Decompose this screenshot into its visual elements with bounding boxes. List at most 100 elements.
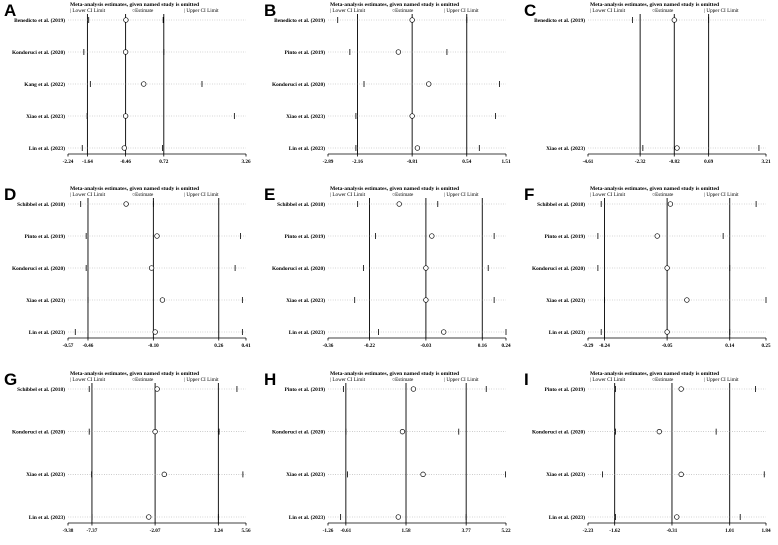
study-estimate-point [664, 265, 670, 271]
panel-e: E Meta-analysis estimates, given named st… [264, 185, 511, 349]
study-row: Xiao et al. (2023) [546, 297, 767, 304]
study-row: Lin et al. (2023) [289, 145, 506, 152]
study-label: Kondoruci et al. (2020) [272, 81, 325, 88]
study-row: Xiao et al. (2023) [26, 113, 246, 120]
x-tick-label: 1.51 [501, 159, 510, 165]
study-label: Kondoruci et al. (2020) [272, 265, 325, 272]
study-estimate-point [667, 201, 674, 207]
panel-g: G Meta-analysis estimates, given named st… [4, 370, 251, 534]
study-label: Lin et al. (2023) [29, 329, 65, 336]
panel-i: I Meta-analysis estimates, given named st… [524, 370, 771, 534]
x-tick-label: -0.36 [323, 343, 334, 349]
study-label: Lin et al. (2023) [549, 329, 585, 336]
study-row: Benedicto et al. (2019) [274, 17, 506, 24]
study-estimate-point [664, 329, 670, 335]
study-estimate-point [122, 113, 129, 119]
panel-h: H Meta-analysis estimates, given named st… [264, 370, 511, 534]
x-tick-label: 3.77 [462, 528, 471, 534]
legend-lower: | Lower CI Limit [590, 377, 626, 383]
x-tick-label: 0.69 [704, 159, 713, 165]
study-row: Lin et al. (2023) [29, 145, 246, 152]
legend-estimate: ○Estimate [132, 8, 154, 14]
study-label: Lin et al. (2023) [29, 514, 65, 521]
x-tick-label: -0.31 [667, 528, 678, 534]
study-row: Xiao et al. (2023) [286, 297, 506, 304]
study-row: Xiao et al. (2023) [546, 471, 766, 478]
x-tick-label: 5.56 [241, 528, 250, 534]
legend-estimate: ○Estimate [132, 192, 154, 198]
study-estimate-point [159, 297, 166, 303]
x-tick-label: -2.07 [150, 528, 161, 534]
study-estimate-point [420, 471, 426, 477]
x-tick-label: -0.57 [63, 343, 74, 349]
legend-estimate: ○Estimate [392, 377, 414, 383]
panel-letter: I [524, 370, 529, 389]
study-label: Pinto et al. (2019) [545, 386, 586, 393]
study-label: Lin et al. (2023) [289, 514, 325, 521]
study-row: Lin et al. (2023) [549, 514, 766, 521]
study-label: Benedicto et al. (2019) [274, 17, 325, 24]
study-label: Xiao et al. (2023) [546, 145, 585, 152]
legend-lower: | Lower CI Limit [70, 377, 106, 383]
study-row: Kondoruci et al. (2020) [12, 265, 246, 272]
panel-title: Meta-analysis estimates, given named stu… [70, 186, 200, 192]
study-estimate-point [429, 233, 435, 239]
study-label: Lin et al. (2023) [289, 145, 325, 152]
study-row: Pinto et al. (2019) [285, 233, 506, 240]
x-tick-label: 0.41 [241, 343, 250, 349]
x-tick-label: -0.61 [340, 528, 351, 534]
study-label: Xiao et al. (2023) [26, 113, 65, 120]
legend-lower: | Lower CI Limit [330, 8, 366, 14]
panel-letter: A [4, 1, 16, 20]
study-estimate-point [674, 145, 680, 151]
panel-title: Meta-analysis estimates, given named stu… [330, 186, 460, 192]
study-estimate-point [656, 429, 662, 435]
x-tick-label: -0.24 [599, 343, 610, 349]
legend-lower: | Lower CI Limit [330, 377, 366, 383]
study-row: Schibbel et al. (2018) [537, 201, 766, 208]
study-row: Kondoruci et al. (2020) [272, 81, 506, 88]
legend-upper: | Upper CI Limit [444, 8, 479, 14]
study-label: Schibbel et al. (2018) [17, 386, 65, 393]
panel-title: Meta-analysis estimates, given named stu… [70, 371, 200, 377]
x-tick-label: 3.24 [214, 528, 223, 534]
legend-upper: | Upper CI Limit [444, 192, 479, 198]
x-tick-label: -2.16 [352, 159, 363, 165]
panel-title: Meta-analysis estimates, given named stu… [70, 2, 200, 8]
panel-a: A Meta-analysis estimates, given named st… [4, 1, 251, 165]
panel-title: Meta-analysis estimates, given named stu… [330, 371, 460, 377]
legend-estimate: ○Estimate [132, 377, 154, 383]
study-estimate-point [152, 329, 158, 335]
legend-upper: | Upper CI Limit [184, 8, 219, 14]
panel-letter: E [264, 185, 275, 204]
study-estimate-point [146, 514, 152, 520]
study-estimate-point [409, 113, 415, 119]
x-tick-label: -0.22 [364, 343, 375, 349]
study-estimate-point [654, 233, 660, 239]
x-tick-label: -0.46 [120, 159, 131, 165]
study-label: Xiao et al. (2023) [26, 297, 65, 304]
x-tick-label: -2.23 [583, 528, 594, 534]
study-label: Xiao et al. (2023) [546, 471, 585, 478]
legend-estimate: ○Estimate [652, 377, 674, 383]
study-row: Kondoruci et al. (2020) [532, 428, 766, 435]
study-estimate-point [678, 471, 684, 477]
study-estimate-point [152, 429, 158, 435]
study-label: Kondoruci et al. (2020) [12, 428, 65, 435]
panel-title: Meta-analysis estimates, given named stu… [590, 371, 720, 377]
study-label: Schibbel et al. (2018) [537, 201, 585, 208]
panel-title: Meta-analysis estimates, given named stu… [590, 186, 720, 192]
x-tick-label: -0.46 [83, 343, 94, 349]
study-row: Lin et al. (2023) [289, 329, 507, 336]
legend-lower: | Lower CI Limit [590, 8, 626, 14]
study-estimate-point [123, 17, 129, 23]
study-row: Kondoruci et al. (2020) [272, 265, 506, 272]
panel-letter: H [264, 370, 276, 389]
study-row: Schibbel et al. (2018) [17, 386, 246, 393]
study-row: Kondoruci et al. (2020) [12, 428, 246, 435]
study-row: Benedicto et al. (2019) [534, 17, 766, 24]
study-label: Kondoruci et al. (2020) [532, 428, 585, 435]
study-estimate-point [671, 17, 677, 23]
study-estimate-point [409, 17, 415, 23]
